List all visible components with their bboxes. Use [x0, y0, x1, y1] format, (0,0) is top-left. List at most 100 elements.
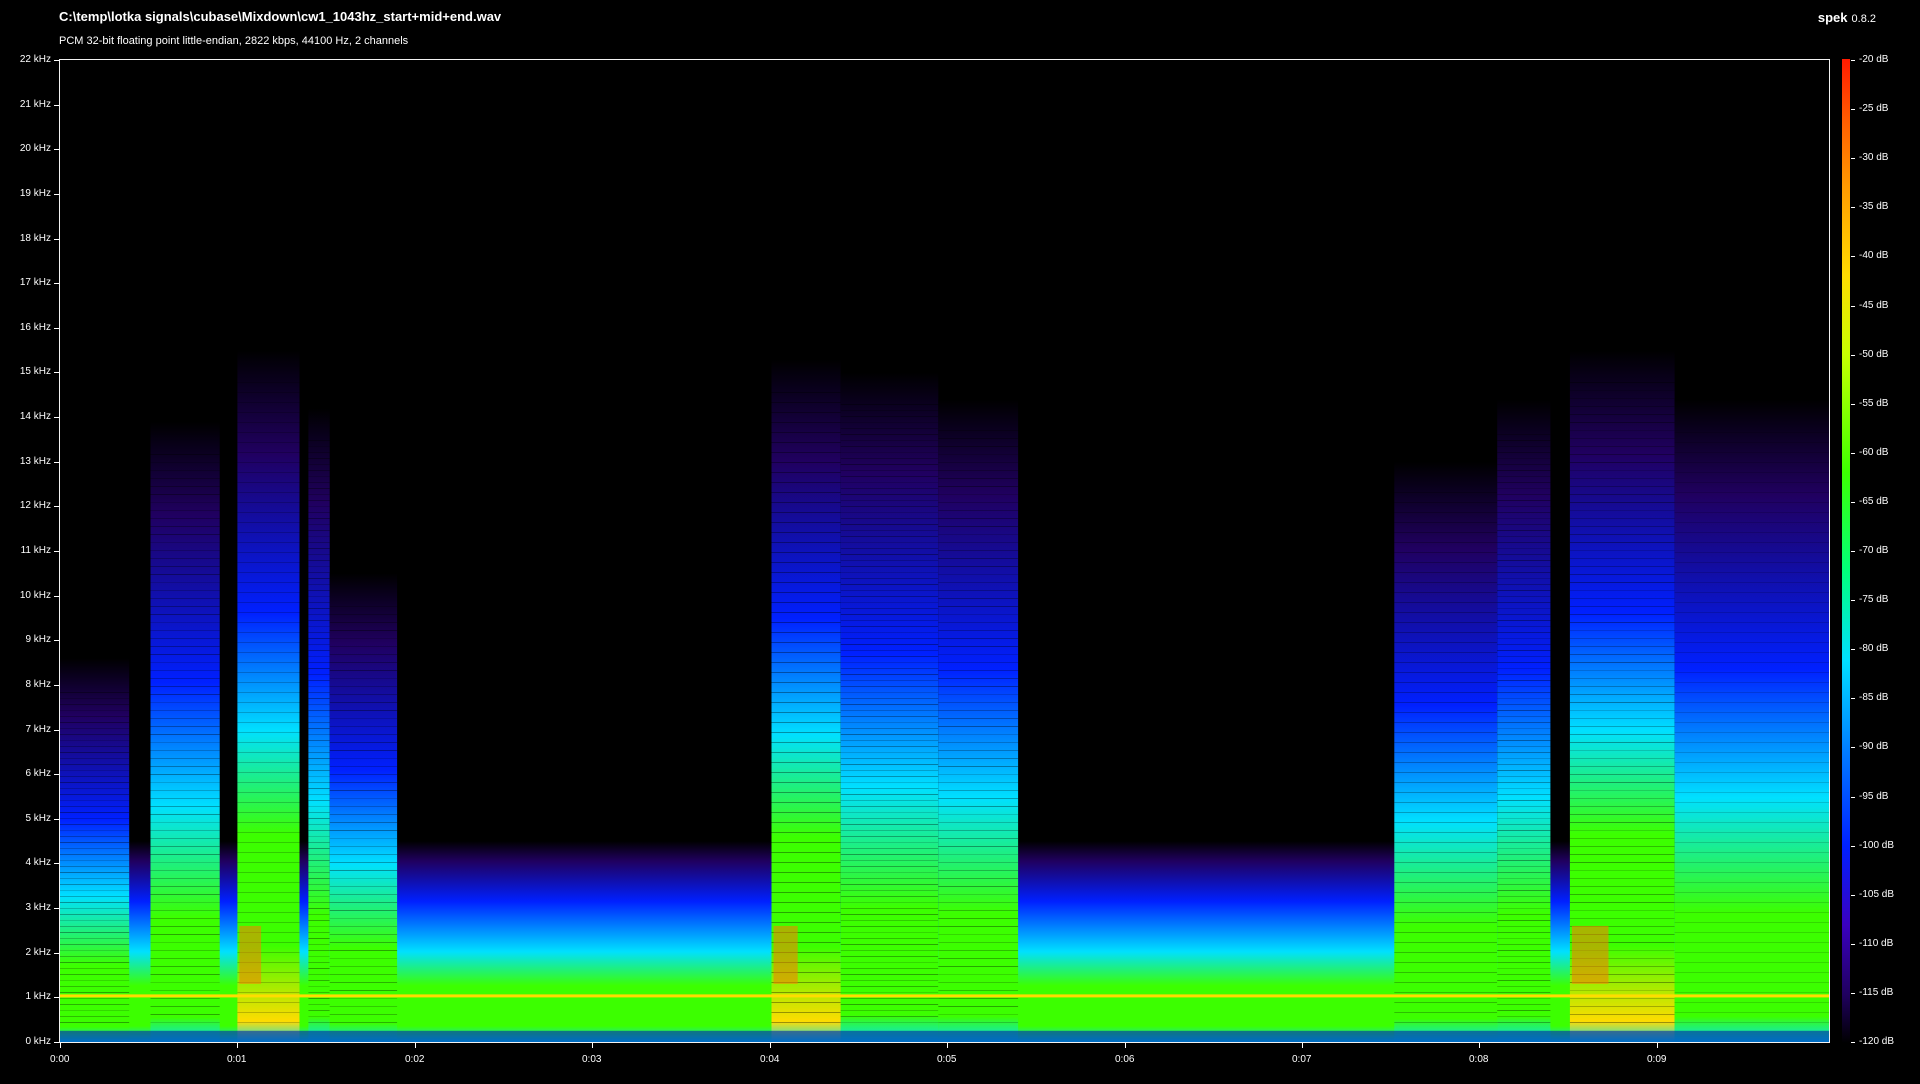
- time-tick-label: 0:07: [1292, 1054, 1312, 1065]
- burst-harmonics: [1674, 432, 1829, 1023]
- burst-harmonics: [771, 392, 841, 1023]
- signal-burst: [1497, 399, 1551, 1042]
- time-tick: [1302, 1043, 1303, 1048]
- time-tick: [592, 1043, 593, 1048]
- signal-burst: [329, 573, 398, 1042]
- db-tick: [1851, 944, 1855, 945]
- frequency-tick-label: 6 kHz: [25, 768, 51, 779]
- spectrogram-canvas: [60, 350, 1829, 1042]
- db-tick: [1851, 306, 1855, 307]
- frequency-tick-label: 3 kHz: [25, 902, 51, 913]
- time-tick: [60, 1043, 61, 1048]
- db-tick-label: -115 dB: [1859, 987, 1894, 998]
- signal-burst: [938, 399, 1019, 1042]
- db-tick-label: -95 dB: [1859, 791, 1889, 802]
- db-tick-label: -60 dB: [1859, 447, 1889, 458]
- db-tick-label: -30 dB: [1859, 152, 1889, 163]
- db-tick: [1851, 551, 1855, 552]
- frequency-tick-label: 16 kHz: [19, 322, 51, 333]
- db-tick-label: -45 dB: [1859, 300, 1889, 311]
- time-tick-label: 0:01: [227, 1054, 247, 1065]
- carrier-tone-line: [60, 994, 1829, 998]
- frequency-tick-label: 18 kHz: [19, 233, 51, 244]
- db-tick: [1851, 1042, 1855, 1043]
- burst-harmonics: [308, 440, 330, 1023]
- db-tick-label: -65 dB: [1859, 496, 1889, 507]
- time-tick: [1479, 1043, 1480, 1048]
- signal-burst: [1394, 461, 1498, 1042]
- frequency-tick-label: 19 kHz: [19, 188, 51, 199]
- db-tick-label: -50 dB: [1859, 349, 1889, 360]
- app-brand: spek 0.8.2: [1818, 10, 1876, 25]
- db-tick-label: -40 dB: [1859, 250, 1889, 261]
- db-tick: [1851, 846, 1855, 847]
- frequency-tick-label: 7 kHz: [25, 724, 51, 735]
- db-tick: [1851, 453, 1855, 454]
- hot-spot: [239, 925, 262, 984]
- file-path-title: C:\temp\lotka signals\cubase\Mixdown\cw1…: [59, 9, 502, 24]
- low-frequency-strip: [60, 1030, 1829, 1042]
- db-tick: [1851, 256, 1855, 257]
- time-tick: [770, 1043, 771, 1048]
- frequency-tick-label: 21 kHz: [19, 99, 51, 110]
- signal-burst: [308, 408, 330, 1042]
- db-tick-label: -25 dB: [1859, 103, 1889, 114]
- frequency-tick-label: 1 kHz: [25, 991, 51, 1002]
- frequency-tick-label: 4 kHz: [25, 857, 51, 868]
- db-tick: [1851, 600, 1855, 601]
- db-tick: [1851, 895, 1855, 896]
- time-tick: [1125, 1043, 1126, 1048]
- burst-harmonics: [237, 382, 300, 1023]
- spectrogram-plot: [59, 59, 1830, 1043]
- signal-burst: [60, 658, 130, 1042]
- hot-spot: [773, 925, 798, 984]
- signal-burst: [1674, 399, 1829, 1042]
- db-tick-label: -100 dB: [1859, 840, 1895, 851]
- db-tick: [1851, 404, 1855, 405]
- db-tick: [1851, 60, 1855, 61]
- frequency-tick-label: 2 kHz: [25, 947, 51, 958]
- db-tick-label: -90 dB: [1859, 741, 1889, 752]
- db-tick-label: -70 dB: [1859, 545, 1889, 556]
- burst-harmonics: [1497, 434, 1551, 1023]
- time-tick-label: 0:03: [582, 1054, 602, 1065]
- hot-spot: [1571, 925, 1609, 984]
- db-tick-label: -35 dB: [1859, 201, 1889, 212]
- db-tick: [1851, 698, 1855, 699]
- db-tick: [1851, 355, 1855, 356]
- frequency-tick-label: 13 kHz: [19, 456, 51, 467]
- burst-harmonics: [1569, 382, 1675, 1023]
- db-tick: [1851, 207, 1855, 208]
- time-tick-label: 0:02: [405, 1054, 425, 1065]
- db-tick-label: -120 dB: [1859, 1036, 1895, 1047]
- frequency-tick-label: 12 kHz: [19, 500, 51, 511]
- db-tick-label: -80 dB: [1859, 643, 1889, 654]
- time-tick-label: 0:04: [760, 1054, 780, 1065]
- db-color-scale: [1842, 59, 1850, 1043]
- signal-burst: [840, 372, 939, 1042]
- db-tick-label: -20 dB: [1859, 54, 1889, 65]
- frequency-tick-label: 22 kHz: [19, 54, 51, 65]
- frequency-tick-label: 9 kHz: [25, 634, 51, 645]
- db-tick: [1851, 649, 1855, 650]
- db-tick-label: -110 dB: [1859, 938, 1894, 949]
- time-tick: [947, 1043, 948, 1048]
- db-tick-label: -105 dB: [1859, 889, 1895, 900]
- burst-harmonics: [60, 692, 130, 1023]
- db-tick-label: -85 dB: [1859, 692, 1889, 703]
- time-tick-label: 0:08: [1469, 1054, 1489, 1065]
- db-tick: [1851, 747, 1855, 748]
- db-tick-label: -75 dB: [1859, 594, 1889, 605]
- frequency-tick-label: 14 kHz: [19, 411, 51, 422]
- app-name: spek: [1817, 10, 1848, 25]
- frequency-tick-label: 8 kHz: [25, 679, 51, 690]
- db-tick: [1851, 993, 1855, 994]
- burst-harmonics: [938, 430, 1019, 1023]
- signal-burst: [150, 421, 220, 1042]
- burst-harmonics: [1394, 492, 1498, 1023]
- stream-info: PCM 32-bit floating point little-endian,…: [59, 35, 409, 47]
- db-tick: [1851, 158, 1855, 159]
- burst-harmonics: [150, 454, 220, 1023]
- time-tick-label: 0:05: [937, 1054, 957, 1065]
- time-tick-label: 0:09: [1647, 1054, 1667, 1065]
